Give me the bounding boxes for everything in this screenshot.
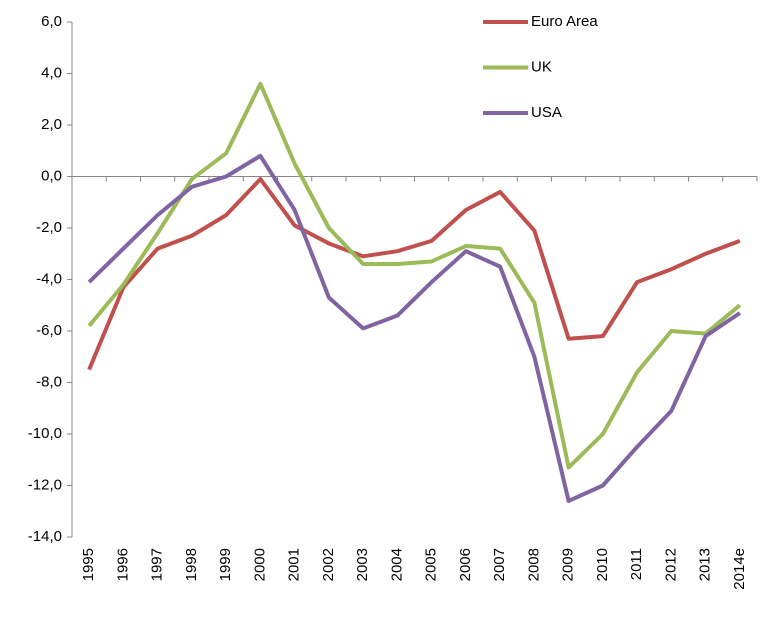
series-line <box>87 153 741 503</box>
x-tick-label: 1998 <box>183 548 200 581</box>
x-tick-label: 2006 <box>457 548 474 581</box>
x-tick-label: 2008 <box>525 548 542 581</box>
x-tick-label: 2001 <box>286 548 303 581</box>
y-tick-label: -10,0 <box>28 425 62 442</box>
y-tick-label: -14,0 <box>28 528 62 545</box>
x-tick-label: 2005 <box>423 548 440 581</box>
y-tick-label: 4,0 <box>41 64 62 81</box>
x-tick-label: 2003 <box>354 548 371 581</box>
y-tick-label: -8,0 <box>36 373 62 390</box>
legend-label: Euro Area <box>531 13 598 30</box>
x-tick-label: 2012 <box>662 548 679 581</box>
x-tick-label: 2011 <box>628 548 645 580</box>
x-tick-label: 1997 <box>149 548 166 581</box>
x-tick-label: 2014e <box>731 548 748 590</box>
series-line <box>87 81 742 470</box>
y-tick-label: -12,0 <box>28 476 62 493</box>
y-tick-label: -2,0 <box>36 219 62 236</box>
legend-label: USA <box>531 104 562 121</box>
y-tick-label: -6,0 <box>36 322 62 339</box>
x-tick-label: 2000 <box>251 548 268 581</box>
x-tick-label: 2013 <box>697 548 714 581</box>
y-tick-label: 2,0 <box>41 116 62 133</box>
y-tick-label: 0,0 <box>41 167 62 184</box>
series-line <box>87 177 741 371</box>
x-tick-label: 1995 <box>80 548 97 581</box>
x-tick-label: 1996 <box>114 548 131 581</box>
legend-label: UK <box>531 58 552 75</box>
x-tick-label: 2010 <box>594 548 611 581</box>
x-tick-label: 2009 <box>560 548 577 581</box>
x-tick-label: 2004 <box>388 548 405 581</box>
x-tick-label: 1999 <box>217 548 234 581</box>
y-tick-label: -4,0 <box>36 270 62 287</box>
y-tick-label: 6,0 <box>41 13 62 30</box>
x-tick-label: 2002 <box>320 548 337 581</box>
x-tick-label: 2007 <box>491 548 508 581</box>
